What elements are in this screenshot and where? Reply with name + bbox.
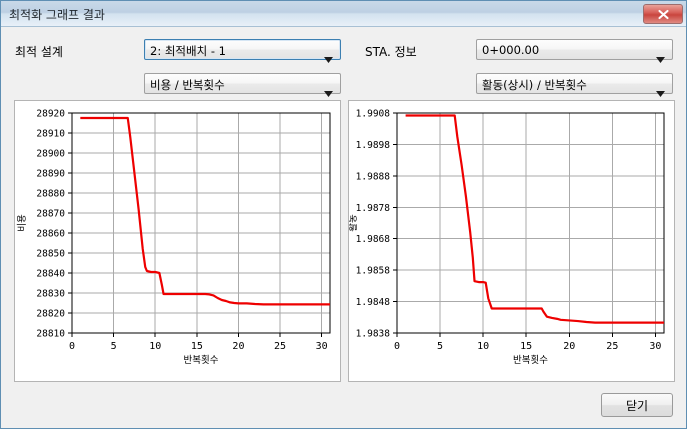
svg-text:5: 5 [437,341,443,352]
svg-text:반복횟수: 반복횟수 [513,354,548,366]
svg-text:0: 0 [394,341,400,352]
svg-text:28910: 28910 [36,129,65,140]
window-title: 최적화 그래프 결과 [9,8,105,22]
svg-text:1.9888: 1.9888 [356,171,391,182]
svg-text:1.9848: 1.9848 [356,297,391,308]
cost-chart: 28810 28820 28830 28840 28850 28860 28870 28880… [17,109,331,366]
svg-text:28920: 28920 [36,109,65,120]
svg-text:25: 25 [606,341,618,352]
sta-info-label: STA. 정보 [365,45,417,59]
svg-text:1.9858: 1.9858 [356,266,391,277]
svg-text:1.9878: 1.9878 [356,203,391,214]
title-bar: 최적화 그래프 결과 [1,1,686,27]
activity-chart: 1.9838 1.9848 1.9858 1.9868 1.9878 1.9888 1.98… [349,109,665,366]
chevron-down-icon [656,48,665,67]
svg-text:28850: 28850 [36,249,65,260]
svg-text:28870: 28870 [36,209,65,220]
svg-text:1.9868: 1.9868 [356,234,391,245]
left-graph-type-value: 비용 / 반복횟수 [150,78,225,92]
svg-text:25: 25 [274,341,286,352]
optimal-design-select[interactable]: 2: 최적배치 - 1 [144,39,341,63]
chevron-down-icon [324,48,333,67]
svg-text:28840: 28840 [36,269,65,280]
svg-text:10: 10 [149,341,161,352]
svg-text:1.9898: 1.9898 [356,140,391,151]
close-x-icon [657,9,669,19]
svg-text:28830: 28830 [36,289,65,300]
svg-text:30: 30 [649,341,661,352]
svg-text:0: 0 [69,341,75,352]
right-graph-type-value: 활동(상시) / 반복횟수 [482,78,587,92]
svg-text:28900: 28900 [36,149,65,160]
window-close-button[interactable] [643,4,683,24]
dialog-body: 최적 설계 2: 최적배치 - 1 STA. 정보 0+000.00 비용 / … [1,27,686,428]
svg-text:1.9838: 1.9838 [356,329,391,340]
svg-text:28860: 28860 [36,229,65,240]
svg-text:10: 10 [477,341,489,352]
svg-text:20: 20 [232,341,244,352]
activity-chart-panel: 1.9838 1.9848 1.9858 1.9868 1.9878 1.9888 1.98… [348,100,675,382]
svg-text:5: 5 [111,341,117,352]
chevron-down-icon [656,82,665,101]
svg-text:활동: 활동 [349,214,359,232]
svg-text:반복횟수: 반복횟수 [184,354,219,366]
left-graph-type-select[interactable]: 비용 / 반복횟수 [144,73,341,97]
optimal-design-value: 2: 최적배치 - 1 [150,44,226,58]
chevron-down-icon [324,82,333,101]
svg-text:1.9908: 1.9908 [356,109,391,120]
sta-info-value: 0+000.00 [482,43,540,57]
svg-text:15: 15 [191,341,203,352]
svg-text:비용: 비용 [17,214,28,232]
svg-text:28820: 28820 [36,309,65,320]
svg-text:28810: 28810 [36,329,65,340]
svg-text:20: 20 [563,341,575,352]
close-button-label: 닫기 [625,398,649,413]
optimal-design-label: 최적 설계 [15,45,63,59]
close-button[interactable]: 닫기 [601,393,673,417]
svg-text:30: 30 [316,341,328,352]
svg-text:15: 15 [520,341,532,352]
svg-text:28880: 28880 [36,189,65,200]
sta-info-select[interactable]: 0+000.00 [476,39,673,63]
svg-text:28890: 28890 [36,169,65,180]
right-graph-type-select[interactable]: 활동(상시) / 반복횟수 [476,73,673,97]
cost-chart-panel: 28810 28820 28830 28840 28850 28860 28870 28880… [14,100,341,382]
